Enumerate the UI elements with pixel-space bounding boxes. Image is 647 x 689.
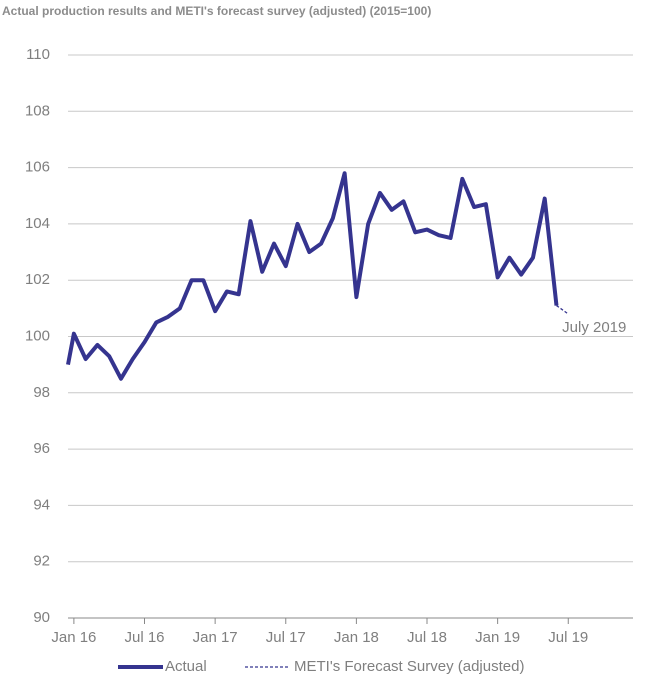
y-tick-label: 98 [33, 384, 50, 401]
series-line [556, 305, 569, 315]
x-tick-label: Jan 17 [193, 629, 238, 646]
y-tick-label: 90 [33, 609, 50, 626]
legend-label: METI's Forecast Survey (adjusted) [294, 658, 524, 675]
x-tick-label: Jan 16 [51, 629, 96, 646]
y-tick-label: 102 [25, 271, 50, 288]
y-tick-label: 96 [33, 440, 50, 457]
x-tick-label: Jan 19 [475, 629, 520, 646]
x-tick-label: Jul 18 [407, 629, 447, 646]
y-tick-label: 106 [25, 159, 50, 176]
legend-label: Actual [165, 658, 207, 675]
y-tick-label: 108 [25, 102, 50, 119]
y-tick-label: 104 [25, 215, 50, 232]
y-tick-label: 94 [33, 496, 50, 513]
y-tick-label: 100 [25, 327, 50, 344]
x-tick-label: Jul 19 [548, 629, 588, 646]
chart-title: Actual production results and METI's for… [2, 4, 431, 18]
y-tick-label: 110 [26, 46, 50, 63]
y-tick-label: 92 [33, 553, 50, 570]
series-line [66, 171, 559, 381]
x-tick-label: Jul 17 [266, 629, 306, 646]
annotation: July 2019 [562, 319, 626, 336]
x-tick-label: Jan 18 [334, 629, 379, 646]
x-tick-label: Jul 16 [124, 629, 164, 646]
